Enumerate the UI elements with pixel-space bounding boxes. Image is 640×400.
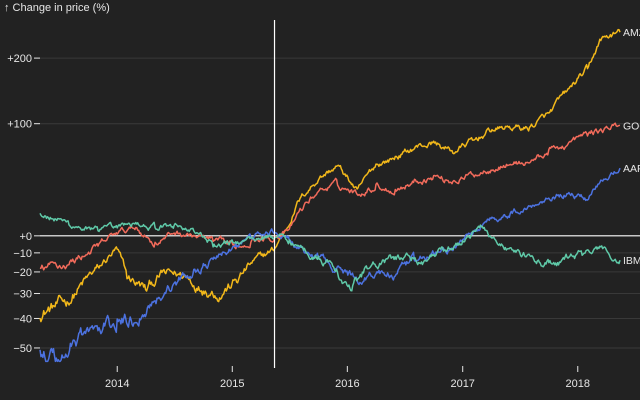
x-axis: 2014 2015 2016 2017 2018 — [105, 366, 590, 390]
y-tick-label: +100 — [7, 119, 32, 131]
series-line-amzn — [39, 28, 621, 323]
series-labels: AMZ GOO AAP IBM — [623, 27, 640, 267]
y-tick-label: −40 — [13, 313, 32, 325]
x-tick-label: 2017 — [450, 378, 474, 390]
x-tick-label: 2014 — [105, 378, 129, 390]
series-label-ibm: IBM — [623, 255, 640, 267]
x-tick-label: 2018 — [566, 378, 590, 390]
series-line-ibm — [39, 212, 621, 292]
y-tick-label: +200 — [7, 53, 32, 65]
y-tick-label: −30 — [13, 289, 32, 301]
series-line-aapl — [39, 167, 621, 363]
y-axis: −50 −40 −30 −20 −10 +0 +100 +200 — [7, 53, 40, 355]
y-tick-label: −10 — [13, 248, 32, 260]
y-tick-label: −20 — [13, 267, 32, 279]
series-label-aapl: AAP — [623, 163, 640, 175]
x-tick-label: 2016 — [335, 378, 359, 390]
y-tick-label: +0 — [19, 231, 32, 243]
series-label-goog: GOO — [623, 120, 640, 132]
y-tick-label: −50 — [13, 343, 32, 355]
x-tick-label: 2015 — [220, 378, 244, 390]
series-lines — [39, 28, 621, 363]
series-label-amzn: AMZ — [623, 27, 640, 39]
series-line-goog — [39, 122, 621, 271]
y-axis-title: ↑ Change in price (%) — [4, 2, 110, 14]
